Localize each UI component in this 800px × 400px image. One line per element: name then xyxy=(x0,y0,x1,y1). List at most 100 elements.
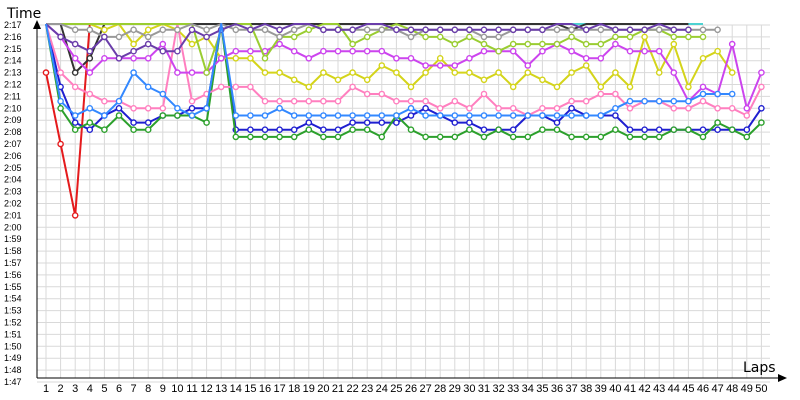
data-point xyxy=(393,97,400,105)
data-point xyxy=(612,40,619,48)
data-point xyxy=(393,112,400,119)
data-point xyxy=(655,69,663,76)
data-point xyxy=(670,69,678,76)
data-point xyxy=(524,40,532,48)
data-point xyxy=(466,126,473,133)
x-tick-label: 33 xyxy=(507,383,519,395)
data-point xyxy=(553,126,561,133)
x-tick-label: 34 xyxy=(522,383,534,395)
data-point xyxy=(436,112,444,119)
data-point xyxy=(217,55,225,62)
data-point xyxy=(728,105,736,112)
data-point xyxy=(436,62,444,69)
data-point xyxy=(144,126,152,133)
data-point xyxy=(57,97,64,105)
data-point xyxy=(57,69,64,76)
data-point xyxy=(495,26,502,34)
data-point xyxy=(290,47,298,55)
data-point xyxy=(363,33,371,41)
data-point xyxy=(422,69,429,76)
data-point xyxy=(71,112,79,119)
data-point xyxy=(597,26,605,34)
data-point xyxy=(203,33,210,41)
data-point xyxy=(612,26,619,34)
data-point xyxy=(539,47,546,55)
data-point xyxy=(641,97,648,105)
data-point xyxy=(612,33,619,41)
y-tick-label: 1:47 xyxy=(4,377,22,387)
data-point xyxy=(290,133,298,141)
x-tick-label: 27 xyxy=(419,383,431,395)
data-point xyxy=(261,55,269,62)
series-line xyxy=(46,23,703,74)
data-point xyxy=(728,40,736,48)
data-point xyxy=(685,97,692,105)
data-point xyxy=(305,26,313,34)
data-point xyxy=(641,133,648,141)
data-point xyxy=(509,105,517,112)
data-point xyxy=(758,119,765,126)
data-point xyxy=(174,69,181,76)
data-point xyxy=(480,47,488,55)
x-tick-label: 46 xyxy=(697,383,709,395)
data-point xyxy=(743,112,751,119)
y-tick-label: 1:53 xyxy=(4,306,22,316)
data-point xyxy=(276,26,283,34)
x-tick-label: 41 xyxy=(624,383,636,395)
y-tick-label: 1:51 xyxy=(4,329,22,339)
data-point xyxy=(247,55,254,62)
y-tick-label: 1:56 xyxy=(4,270,22,280)
data-point xyxy=(86,105,94,112)
data-point xyxy=(305,112,313,119)
y-tick-label: 2:16 xyxy=(4,32,22,42)
data-point xyxy=(407,55,415,62)
data-point xyxy=(422,112,429,119)
data-point xyxy=(451,97,459,105)
data-point xyxy=(247,126,254,133)
x-tick-label: 5 xyxy=(101,383,107,395)
data-point xyxy=(349,26,356,34)
data-point xyxy=(495,69,502,76)
data-point xyxy=(422,33,429,41)
x-tick-label: 31 xyxy=(478,383,490,395)
data-point xyxy=(203,26,210,34)
x-tick-label: 40 xyxy=(609,383,621,395)
data-point xyxy=(655,26,663,34)
y-tick-label: 1:49 xyxy=(4,353,22,363)
x-tick-label: 17 xyxy=(273,383,285,395)
data-point xyxy=(378,47,386,55)
y-tick-labels: 1:47 1:48 1:49 1:50 1:511:52 1:53 1:54 1:55 1:56… xyxy=(4,20,22,387)
x-tick-label: 23 xyxy=(361,383,373,395)
data-point xyxy=(174,26,181,34)
data-point xyxy=(290,126,298,133)
data-point xyxy=(320,126,327,133)
x-tick-label: 18 xyxy=(288,383,300,395)
data-point xyxy=(305,119,313,126)
data-point xyxy=(349,40,356,48)
y-tick-label: 1:55 xyxy=(4,282,22,292)
data-point xyxy=(101,26,108,34)
data-point xyxy=(655,133,663,141)
data-point xyxy=(159,112,167,119)
data-point xyxy=(480,112,488,119)
data-point xyxy=(261,97,269,105)
x-tick-label: 50 xyxy=(755,383,767,395)
y-axis-arrow xyxy=(33,20,41,29)
y-tick-label: 1:52 xyxy=(4,318,22,328)
data-point xyxy=(670,105,678,112)
data-point xyxy=(422,97,429,105)
data-point xyxy=(466,112,473,119)
data-point xyxy=(495,112,502,119)
axes xyxy=(33,20,787,382)
x-tick-label: 14 xyxy=(230,383,242,395)
data-point xyxy=(378,112,386,119)
series-12 xyxy=(45,23,736,119)
x-tick-label: 42 xyxy=(638,383,650,395)
data-point xyxy=(276,126,283,133)
data-point xyxy=(670,126,678,133)
data-point xyxy=(130,105,137,112)
data-point xyxy=(188,40,196,48)
data-point xyxy=(699,90,707,98)
